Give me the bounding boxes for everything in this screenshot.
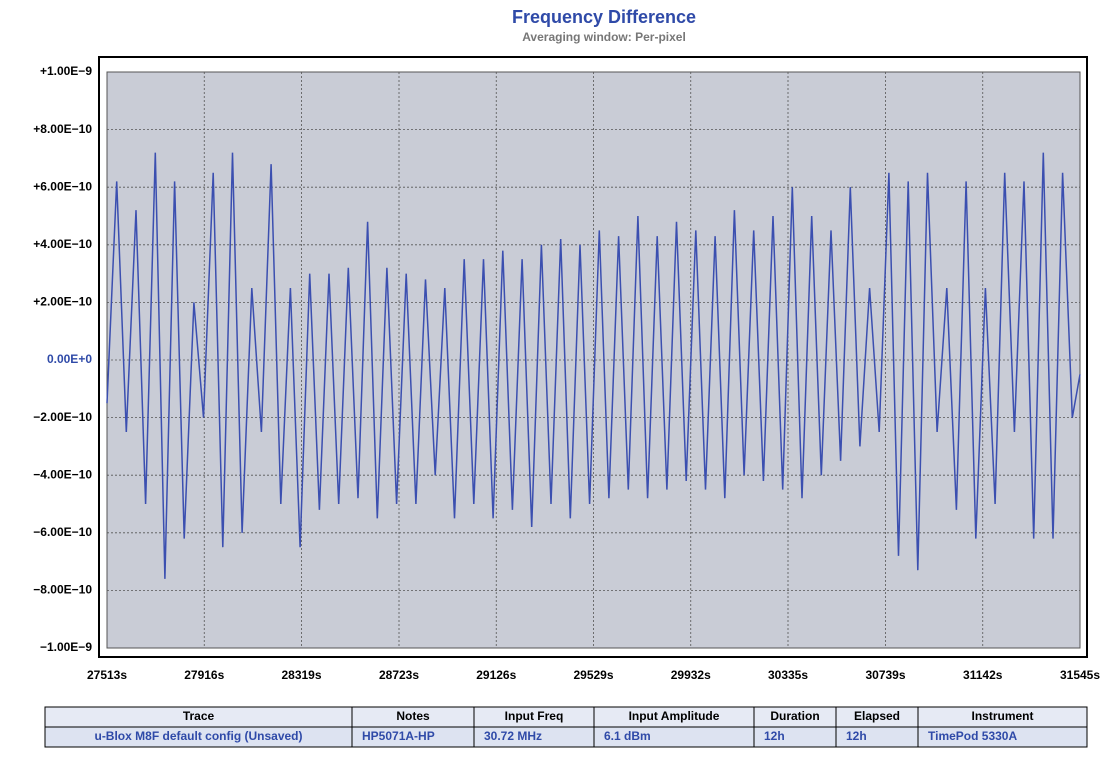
trace [106, 152, 1081, 579]
table-value: 6.1 dBm [604, 729, 651, 743]
x-tick-label: 28319s [281, 668, 321, 682]
x-tick-label: 31545s [1060, 668, 1100, 682]
table-value: u-Blox M8F default config (Unsaved) [94, 729, 302, 743]
table-cell [917, 726, 1088, 748]
y-tick-label: −1.00E−9 [40, 640, 92, 654]
y-tick-label: −4.00E−10 [33, 467, 92, 481]
table-header: Elapsed [854, 709, 900, 723]
table-value: HP5071A-HP [362, 729, 435, 743]
x-tick-label: 30739s [865, 668, 905, 682]
table-header: Notes [396, 709, 430, 723]
y-tick-label: +6.00E−10 [33, 179, 92, 193]
x-tick-label: 29126s [476, 668, 516, 682]
table-header: Duration [770, 709, 819, 723]
y-tick-label: 0.00E+0 [47, 352, 92, 366]
table-header: Input Freq [505, 709, 564, 723]
x-tick-label: 29932s [671, 668, 711, 682]
y-tick-label: +2.00E−10 [33, 295, 92, 309]
table-value: 12h [846, 729, 867, 743]
x-tick-label: 28723s [379, 668, 419, 682]
table-value: 12h [764, 729, 785, 743]
table-value: TimePod 5330A [928, 729, 1017, 743]
y-tick-label: −2.00E−10 [33, 410, 92, 424]
table-header: Input Amplitude [629, 709, 720, 723]
y-tick-label: −6.00E−10 [33, 525, 92, 539]
table-header: Instrument [971, 709, 1033, 723]
y-tick-label: +1.00E−9 [40, 64, 92, 78]
y-tick-label: +4.00E−10 [33, 237, 92, 251]
x-tick-label: 27513s [87, 668, 127, 682]
x-tick-label: 31142s [963, 668, 1003, 682]
table-value: 30.72 MHz [484, 729, 542, 743]
y-tick-label: −8.00E−10 [33, 583, 92, 597]
x-tick-label: 29529s [573, 668, 613, 682]
chart-subtitle: Averaging window: Per-pixel [522, 30, 686, 44]
chart-title: Frequency Difference [512, 7, 696, 27]
table-header: Trace [183, 709, 215, 723]
x-tick-label: 27916s [184, 668, 224, 682]
x-tick-label: 30335s [768, 668, 808, 682]
y-tick-label: +8.00E−10 [33, 122, 92, 136]
